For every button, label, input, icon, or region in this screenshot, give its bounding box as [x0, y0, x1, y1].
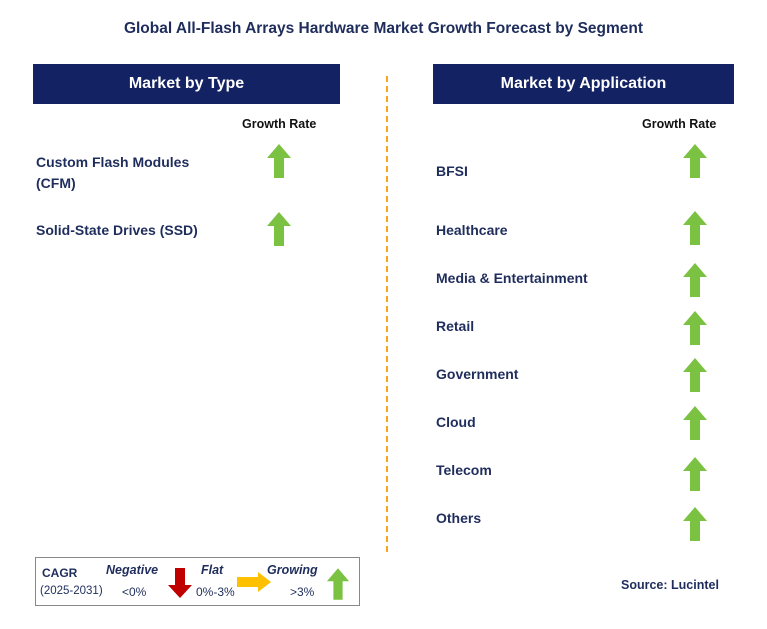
market-by-type-header: Market by Type [33, 64, 340, 104]
page-title: Global All-Flash Arrays Hardware Market … [123, 20, 644, 37]
legend-negative-label: Negative [106, 563, 159, 577]
legend-negative-range: <0% [122, 585, 147, 599]
growing-arrow-icon [267, 144, 291, 178]
legend-box: CAGR (2025-2031) Negative <0% Flat 0%-3%… [35, 557, 360, 606]
application-item-healthcare: Healthcare [436, 222, 508, 238]
application-item-government: Government [436, 366, 519, 382]
legend-flat-range: 0%-3% [196, 585, 235, 599]
growing-arrow-icon [683, 457, 707, 491]
type-item-cfm-line1: Custom Flash Modules [36, 154, 190, 170]
growing-arrow-icon [683, 263, 707, 297]
legend-period: (2025-2031) [40, 585, 103, 597]
left-growth-rate-label: Growth Rate [242, 117, 317, 131]
market-by-application-header: Market by Application [433, 64, 734, 104]
legend-growing-label: Growing [267, 563, 318, 577]
source-label: Source: Lucintel [621, 578, 719, 592]
application-item-telecom: Telecom [436, 462, 492, 478]
application-item-retail: Retail [436, 318, 475, 334]
right-growth-rate-label: Growth Rate [642, 117, 717, 131]
growing-arrow-icon [683, 507, 707, 541]
legend-growing-range: >3% [290, 585, 315, 599]
growing-arrow-icon [683, 406, 707, 440]
growing-arrow-icon [683, 358, 707, 392]
legend-flat-label: Flat [201, 563, 224, 577]
growing-arrow-icon [683, 211, 707, 245]
type-item-cfm: Custom Flash Modules (CFM) [36, 152, 189, 194]
orange-right-arrow-icon [237, 572, 271, 592]
application-item-bfsi: BFSI [436, 163, 468, 179]
growing-arrow-icon [267, 212, 291, 246]
green-up-arrow-icon [326, 568, 350, 600]
red-down-arrow-icon [168, 568, 192, 598]
type-item-cfm-line2: (CFM) [36, 175, 76, 191]
application-item-media-entertainment: Media & Entertainment [436, 270, 588, 286]
panel-divider [386, 76, 388, 552]
application-item-cloud: Cloud [436, 414, 476, 430]
application-item-others: Others [436, 510, 482, 526]
legend-cagr-label: CAGR [42, 566, 78, 580]
type-item-ssd: Solid-State Drives (SSD) [36, 222, 198, 238]
growing-arrow-icon [683, 311, 707, 345]
growing-arrow-icon [683, 144, 707, 178]
